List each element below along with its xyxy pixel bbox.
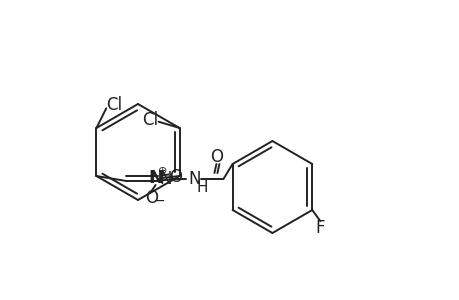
Text: −: −	[153, 194, 165, 208]
Text: ⊕: ⊕	[157, 166, 167, 176]
Text: Cl: Cl	[106, 96, 122, 114]
Text: O: O	[169, 168, 182, 186]
Text: N: N	[148, 169, 162, 187]
Text: F: F	[315, 219, 325, 237]
Text: Cl: Cl	[142, 111, 158, 129]
Text: N: N	[188, 170, 200, 188]
Text: O: O	[145, 189, 158, 207]
Text: N: N	[159, 170, 171, 188]
Text: O: O	[209, 148, 223, 166]
Text: H: H	[196, 179, 208, 194]
